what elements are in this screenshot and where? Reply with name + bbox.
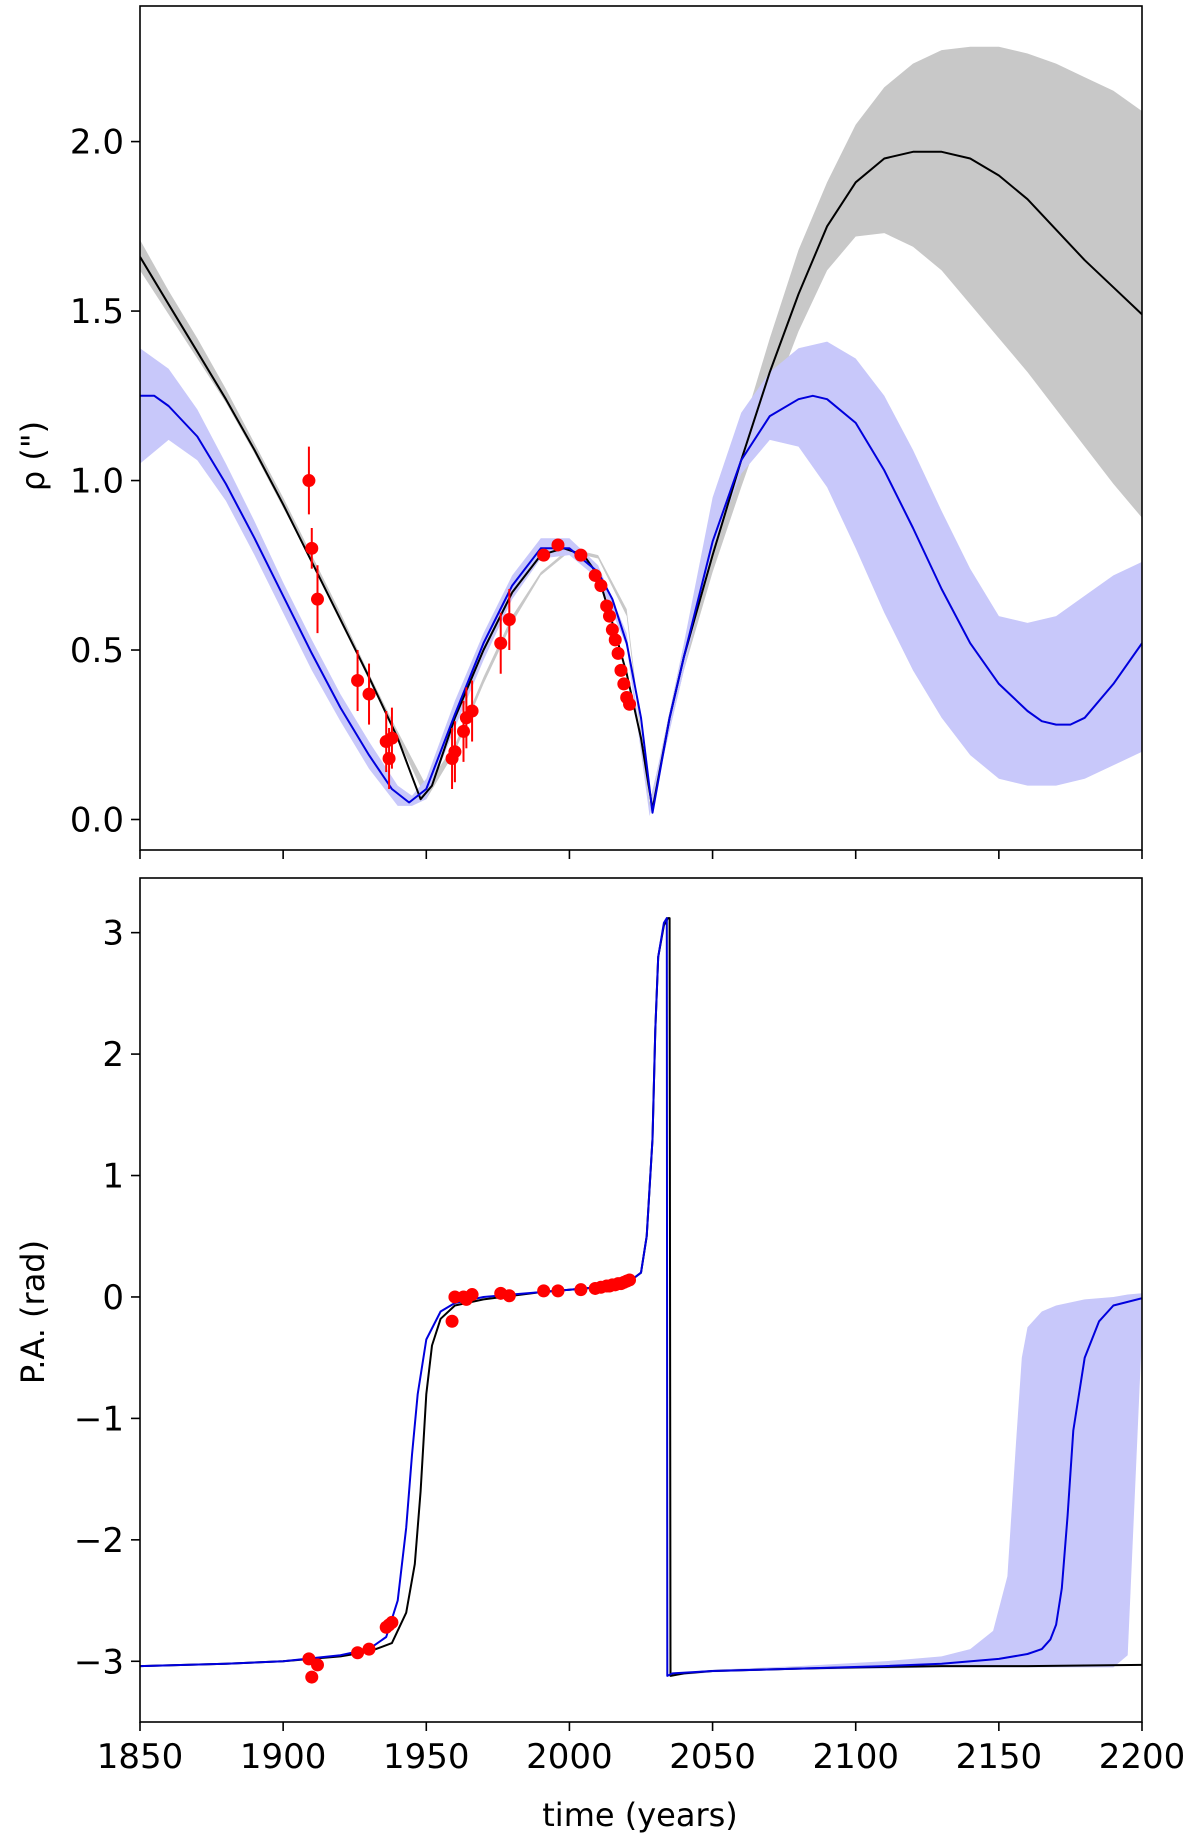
position-angle-panel: −3 −2 −1 0 1 2 3 1850 1900 1950 2000 2050 2100 2150 22… <box>14 877 1186 1777</box>
observation-point <box>611 646 625 660</box>
observation-point <box>351 1646 365 1660</box>
observation-point <box>614 663 628 677</box>
model-line-0-1 <box>140 394 1142 814</box>
y-tick-label: 2 <box>102 1035 124 1075</box>
y-axis-label-separation: ρ (") <box>14 421 52 491</box>
observation-point <box>574 1283 588 1297</box>
x-tick-label: 2000 <box>526 1737 613 1777</box>
observation-point <box>608 633 622 647</box>
observation-point <box>594 579 608 593</box>
uncertainty-band-0-0 <box>140 46 1142 813</box>
observation-point <box>605 623 619 637</box>
model-line-1-0 <box>140 917 1142 1677</box>
observation-point <box>362 687 376 701</box>
observation-point <box>362 1642 376 1656</box>
y-tick-label: 1.5 <box>70 292 124 332</box>
observation-point <box>382 751 396 765</box>
uncertainty-band-1-0 <box>672 1293 1142 1676</box>
observation-point <box>617 677 631 691</box>
observation-point <box>310 592 324 606</box>
observation-point <box>623 697 637 711</box>
observation-point <box>385 731 399 745</box>
x-tick-label: 1900 <box>240 1737 327 1777</box>
y-tick-label: 2.0 <box>70 123 124 163</box>
observation-point <box>502 1289 516 1303</box>
uncertainty-band-0-1 <box>140 341 1142 817</box>
observation-point <box>310 1658 324 1672</box>
observation-point <box>603 609 617 623</box>
x-tick-label: 2050 <box>669 1737 756 1777</box>
observation-point <box>305 541 319 555</box>
y-axis-label-position-angle: P.A. (rad) <box>14 1240 52 1384</box>
observation-point <box>537 1284 551 1298</box>
x-axis-label: time (years) <box>542 1796 738 1834</box>
y-tick-label: −3 <box>74 1642 124 1682</box>
y-tick-label: 0.5 <box>70 631 124 671</box>
observation-point <box>537 548 551 562</box>
observation-point <box>600 599 614 613</box>
y-tick-label: −2 <box>74 1521 124 1561</box>
x-tick-label: 2200 <box>1099 1737 1186 1777</box>
plot-frame-0 <box>139 5 1143 851</box>
y-tick-label: −1 <box>74 1399 124 1439</box>
observation-point <box>351 674 365 688</box>
observation-point <box>465 1288 479 1302</box>
observation-point <box>588 568 602 582</box>
separation-panel: 0.0 0.5 1.0 1.5 2.0 ρ (") <box>14 5 1143 859</box>
observation-point <box>445 1314 459 1328</box>
y-tick-label: 3 <box>102 914 124 954</box>
observation-point <box>623 1273 637 1287</box>
observation-point <box>494 636 508 650</box>
observation-point <box>385 1615 399 1629</box>
y-tick-label: 0 <box>102 1278 124 1318</box>
x-tick-label: 1950 <box>383 1737 470 1777</box>
observation-point <box>457 724 471 738</box>
model-line-1-1 <box>140 917 1142 1677</box>
observation-point <box>574 548 588 562</box>
x-tick-label: 2100 <box>812 1737 899 1777</box>
observation-point <box>502 613 516 627</box>
x-tick-label: 1850 <box>97 1737 184 1777</box>
observation-point <box>305 1670 319 1684</box>
observation-point <box>302 474 316 488</box>
observation-point <box>448 745 462 759</box>
observation-point <box>551 1284 565 1298</box>
y-tick-label: 1 <box>102 1157 124 1197</box>
x-tick-label: 2150 <box>956 1737 1043 1777</box>
observation-point <box>465 704 479 718</box>
observation-point <box>551 538 565 552</box>
y-tick-label: 0.0 <box>70 800 124 840</box>
plot-frame-1 <box>139 877 1143 1723</box>
y-tick-label: 1.0 <box>70 462 124 502</box>
